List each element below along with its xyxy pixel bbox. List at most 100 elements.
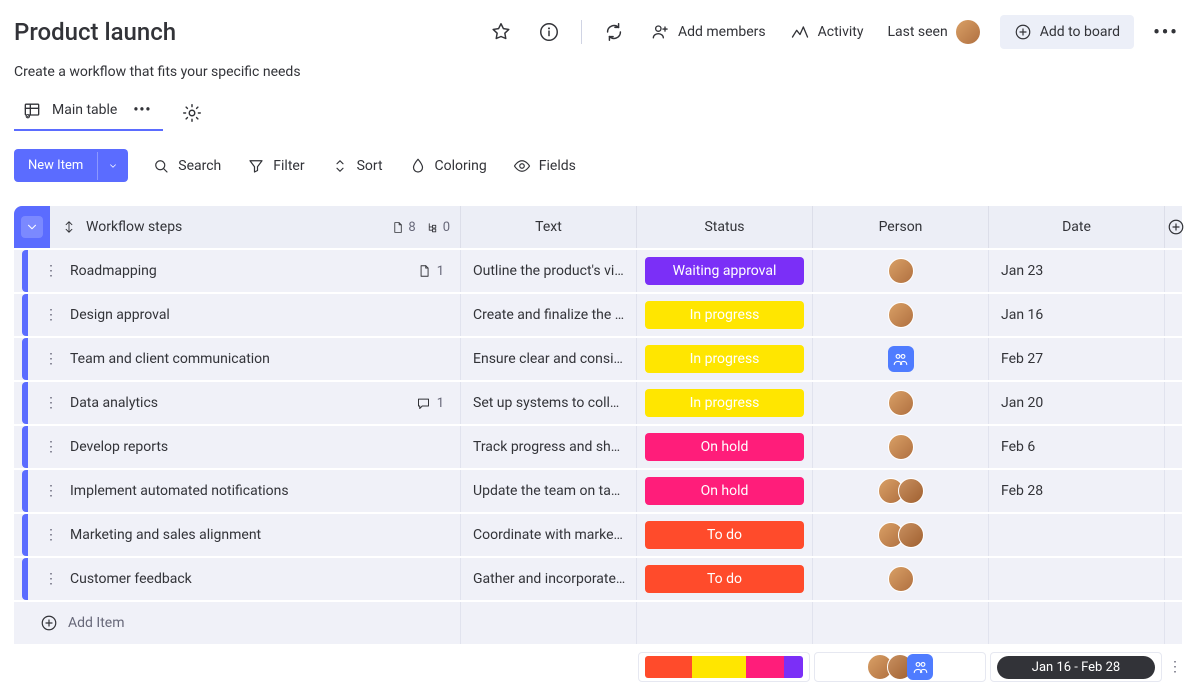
cell-text[interactable]: Update the team on ta…	[460, 470, 636, 512]
sort-label: Sort	[357, 158, 383, 174]
board-menu-button[interactable]: •••	[1150, 16, 1182, 48]
table-row[interactable]: ⋮ Customer feedback Gather and incorpora…	[14, 558, 1182, 600]
table-row[interactable]: ⋮ Data analytics 1 Set up systems to col…	[14, 382, 1182, 424]
cell-name[interactable]: ⋮ Team and client communication	[30, 338, 460, 380]
row-menu-button[interactable]: ⋮	[42, 439, 60, 455]
cell-name[interactable]: ⋮ Design approval	[30, 294, 460, 336]
cell-status[interactable]: On hold	[636, 426, 812, 468]
cell-person[interactable]	[812, 382, 988, 424]
cell-status[interactable]: To do	[636, 514, 812, 556]
add-to-board-button[interactable]: Add to board	[1000, 15, 1134, 49]
summary-date[interactable]: Jan 16 - Feb 28	[990, 652, 1162, 682]
cell-text[interactable]: Coordinate with marke…	[460, 514, 636, 556]
row-handle[interactable]	[22, 558, 28, 600]
table-row[interactable]: ⋮ Team and client communication Ensure c…	[14, 338, 1182, 380]
summary-status[interactable]	[638, 652, 810, 682]
row-trail[interactable]: 1	[416, 396, 444, 411]
tab-main-table[interactable]: Main table •••	[14, 94, 163, 131]
cell-text[interactable]: Ensure clear and consi…	[460, 338, 636, 380]
col-text[interactable]: Text	[460, 206, 636, 248]
cell-text[interactable]: Create and finalize the …	[460, 294, 636, 336]
row-menu-button[interactable]: ⋮	[42, 483, 60, 499]
row-menu-button[interactable]: ⋮	[42, 527, 60, 543]
cell-name[interactable]: ⋮ Implement automated notifications	[30, 470, 460, 512]
cell-person[interactable]	[812, 294, 988, 336]
cell-status[interactable]: Waiting approval	[636, 250, 812, 292]
cell-name[interactable]: ⋮ Data analytics 1	[30, 382, 460, 424]
cell-name[interactable]: ⋮ Roadmapping 1	[30, 250, 460, 292]
row-handle[interactable]	[22, 514, 28, 556]
search-icon	[152, 157, 170, 175]
cell-name[interactable]: ⋮ Develop reports	[30, 426, 460, 468]
cell-text[interactable]: Outline the product's vi…	[460, 250, 636, 292]
cell-person[interactable]	[812, 470, 988, 512]
favorite-button[interactable]	[485, 16, 517, 48]
cell-person[interactable]	[812, 514, 988, 556]
cell-status[interactable]: In progress	[636, 382, 812, 424]
table-row[interactable]: ⋮ Develop reports Track progress and sh……	[14, 426, 1182, 468]
summary-person[interactable]	[814, 652, 986, 682]
tab-main-label: Main table	[52, 102, 117, 118]
tab-menu-button[interactable]: •••	[127, 102, 151, 118]
cell-status[interactable]: In progress	[636, 338, 812, 380]
group-collapse-button[interactable]	[14, 206, 50, 248]
row-menu-button[interactable]: ⋮	[42, 307, 60, 323]
row-trail[interactable]: 1	[417, 264, 444, 279]
cell-person[interactable]	[812, 250, 988, 292]
row-handle[interactable]	[22, 426, 28, 468]
cell-date[interactable]: Jan 16	[988, 294, 1164, 336]
col-name[interactable]: Workflow steps 8 0	[50, 206, 460, 248]
cell-status[interactable]: To do	[636, 558, 812, 600]
cell-date[interactable]	[988, 558, 1164, 600]
cell-date[interactable]: Jan 23	[988, 250, 1164, 292]
filter-button[interactable]: Filter	[245, 153, 306, 179]
cell-date[interactable]: Feb 27	[988, 338, 1164, 380]
cell-person[interactable]	[812, 338, 988, 380]
col-date[interactable]: Date	[988, 206, 1164, 248]
row-menu-button[interactable]: ⋮	[42, 263, 60, 279]
row-menu-button[interactable]: ⋮	[42, 351, 60, 367]
cell-text[interactable]: Set up systems to coll…	[460, 382, 636, 424]
cell-name[interactable]: ⋮ Customer feedback	[30, 558, 460, 600]
add-item-row[interactable]: Add Item	[14, 602, 1182, 644]
add-members-button[interactable]: Add members	[646, 18, 770, 46]
table-row[interactable]: ⋮ Implement automated notifications Upda…	[14, 470, 1182, 512]
header-actions: Add members Activity Last seen Add to bo…	[485, 15, 1182, 49]
table-row[interactable]: ⋮ Design approval Create and finalize th…	[14, 294, 1182, 336]
info-button[interactable]	[533, 16, 565, 48]
add-column-button[interactable]	[1164, 206, 1186, 248]
row-menu-button[interactable]: ⋮	[42, 395, 60, 411]
new-item-button[interactable]: New Item	[14, 149, 128, 182]
sort-button[interactable]: Sort	[329, 153, 385, 179]
search-button[interactable]: Search	[150, 153, 223, 179]
cell-status[interactable]: On hold	[636, 470, 812, 512]
summary-menu-button[interactable]: ⋮	[1168, 659, 1182, 675]
cell-text[interactable]: Track progress and sh…	[460, 426, 636, 468]
views-settings-button[interactable]	[181, 102, 203, 124]
last-seen[interactable]: Last seen	[883, 16, 983, 48]
fields-button[interactable]: Fields	[511, 153, 578, 179]
row-menu-button[interactable]: ⋮	[42, 571, 60, 587]
table-row[interactable]: ⋮ Roadmapping 1 Outline the product's vi…	[14, 250, 1182, 292]
cell-date[interactable]: Feb 28	[988, 470, 1164, 512]
row-handle[interactable]	[22, 382, 28, 424]
cell-person[interactable]	[812, 426, 988, 468]
row-handle[interactable]	[22, 294, 28, 336]
cell-date[interactable]: Jan 20	[988, 382, 1164, 424]
row-handle[interactable]	[22, 338, 28, 380]
row-handle[interactable]	[22, 250, 28, 292]
col-status[interactable]: Status	[636, 206, 812, 248]
cell-status[interactable]: In progress	[636, 294, 812, 336]
cell-text[interactable]: Gather and incorporate…	[460, 558, 636, 600]
coloring-button[interactable]: Coloring	[407, 153, 489, 179]
row-handle[interactable]	[22, 470, 28, 512]
cell-person[interactable]	[812, 558, 988, 600]
activity-button[interactable]: Activity	[786, 18, 868, 46]
new-item-caret[interactable]	[97, 152, 128, 180]
automations-button[interactable]	[598, 16, 630, 48]
col-person[interactable]: Person	[812, 206, 988, 248]
table-row[interactable]: ⋮ Marketing and sales alignment Coordina…	[14, 514, 1182, 556]
cell-name[interactable]: ⋮ Marketing and sales alignment	[30, 514, 460, 556]
cell-date[interactable]: Feb 6	[988, 426, 1164, 468]
cell-date[interactable]	[988, 514, 1164, 556]
